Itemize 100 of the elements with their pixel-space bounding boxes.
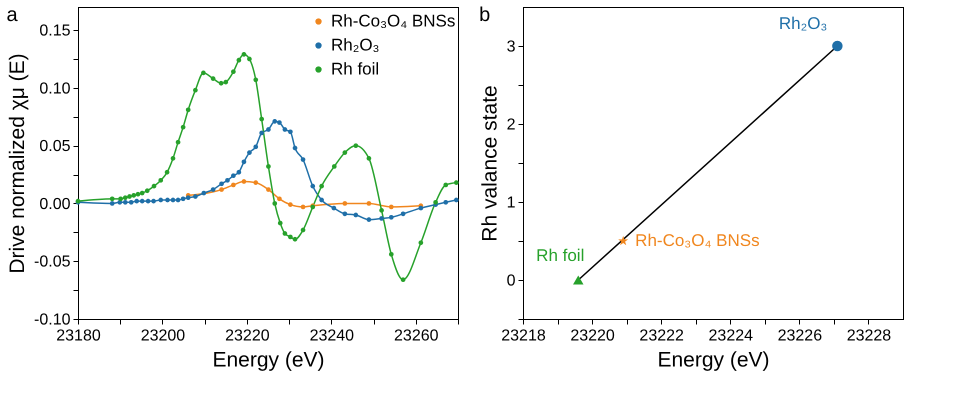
point bbox=[332, 206, 336, 210]
point bbox=[366, 156, 372, 161]
y-tick-label: 2 bbox=[506, 116, 516, 134]
point bbox=[300, 204, 306, 210]
point bbox=[176, 140, 180, 145]
point bbox=[353, 212, 358, 218]
point bbox=[400, 277, 406, 282]
point bbox=[278, 220, 283, 226]
point bbox=[180, 124, 186, 130]
point bbox=[128, 200, 134, 205]
point bbox=[342, 150, 348, 155]
point bbox=[136, 192, 140, 197]
x-tick-label: 23260 bbox=[394, 328, 439, 344]
point bbox=[186, 108, 191, 112]
point bbox=[366, 201, 372, 206]
point bbox=[388, 204, 394, 210]
point bbox=[180, 196, 186, 202]
y-tick-label: -0.05 bbox=[34, 254, 71, 271]
legend-label: Rh₂O₃ bbox=[331, 36, 380, 54]
point bbox=[288, 202, 293, 207]
point bbox=[236, 170, 242, 175]
legend-label: Rh-Co₃O₄ BNSs bbox=[331, 12, 456, 30]
x-tick-label: 23240 bbox=[310, 328, 354, 344]
y-axis-title: Rh valance state bbox=[478, 85, 502, 242]
point bbox=[379, 208, 384, 213]
point bbox=[288, 129, 293, 134]
y-axis-title: Drive normalized χμ (E) bbox=[6, 53, 30, 274]
point bbox=[242, 160, 246, 164]
point bbox=[443, 200, 448, 205]
point bbox=[266, 127, 271, 132]
x-tick-label: 23220 bbox=[225, 328, 270, 344]
point bbox=[131, 193, 136, 198]
point bbox=[353, 143, 358, 148]
point bbox=[242, 179, 246, 184]
point bbox=[236, 58, 242, 62]
point bbox=[288, 234, 293, 240]
point bbox=[277, 120, 282, 125]
point bbox=[140, 198, 145, 204]
point bbox=[122, 195, 128, 200]
y-tick-label: 0.00 bbox=[39, 196, 71, 213]
point bbox=[140, 190, 145, 196]
y-tick-label: 0.05 bbox=[39, 138, 71, 156]
point bbox=[332, 164, 337, 169]
x-axis-title: Energy (eV) bbox=[657, 348, 770, 372]
point bbox=[342, 212, 348, 216]
point bbox=[443, 182, 448, 188]
point bbox=[158, 198, 164, 202]
point bbox=[231, 173, 236, 178]
x-tick-label: 23218 bbox=[501, 328, 546, 344]
point bbox=[300, 228, 306, 232]
chart-title: b bbox=[479, 4, 490, 26]
series-label: Rh₂O₃ bbox=[778, 14, 828, 33]
point bbox=[379, 216, 384, 221]
point bbox=[165, 198, 170, 202]
point bbox=[247, 56, 252, 62]
point bbox=[272, 119, 278, 124]
point bbox=[292, 146, 298, 150]
point bbox=[134, 198, 140, 204]
point bbox=[454, 180, 459, 185]
point bbox=[277, 196, 282, 202]
point bbox=[282, 127, 288, 132]
point bbox=[201, 70, 206, 76]
point bbox=[231, 69, 236, 74]
point bbox=[219, 181, 224, 186]
point bbox=[201, 190, 206, 196]
point bbox=[418, 206, 424, 210]
point bbox=[242, 52, 246, 57]
point bbox=[319, 184, 324, 188]
point bbox=[253, 180, 258, 185]
point bbox=[247, 150, 252, 155]
point bbox=[433, 200, 438, 205]
x-tick-label: 23200 bbox=[140, 328, 186, 344]
y-tick-label: 0 bbox=[506, 272, 516, 290]
point bbox=[223, 80, 228, 84]
x-tick-label: 23180 bbox=[56, 328, 101, 344]
point bbox=[253, 77, 258, 82]
point bbox=[110, 201, 115, 206]
point bbox=[152, 184, 156, 188]
point bbox=[300, 157, 306, 162]
point bbox=[310, 184, 316, 188]
point bbox=[259, 116, 264, 122]
point bbox=[122, 200, 128, 205]
point bbox=[164, 170, 170, 175]
point bbox=[170, 156, 176, 161]
point bbox=[259, 130, 264, 136]
point bbox=[176, 198, 180, 202]
point bbox=[146, 198, 150, 204]
y-tick-label: 0.10 bbox=[39, 80, 71, 98]
y-tick-label: 0.15 bbox=[39, 22, 71, 40]
point bbox=[170, 198, 176, 202]
point bbox=[253, 144, 258, 150]
series-label: Rh-Co₃O₄ BNSs bbox=[635, 231, 760, 250]
point bbox=[127, 194, 132, 199]
point bbox=[144, 188, 150, 194]
x-tick-label: 23226 bbox=[778, 328, 822, 344]
point bbox=[573, 275, 584, 285]
point bbox=[266, 187, 271, 192]
point bbox=[618, 236, 628, 246]
point bbox=[319, 198, 324, 202]
point bbox=[219, 187, 224, 192]
